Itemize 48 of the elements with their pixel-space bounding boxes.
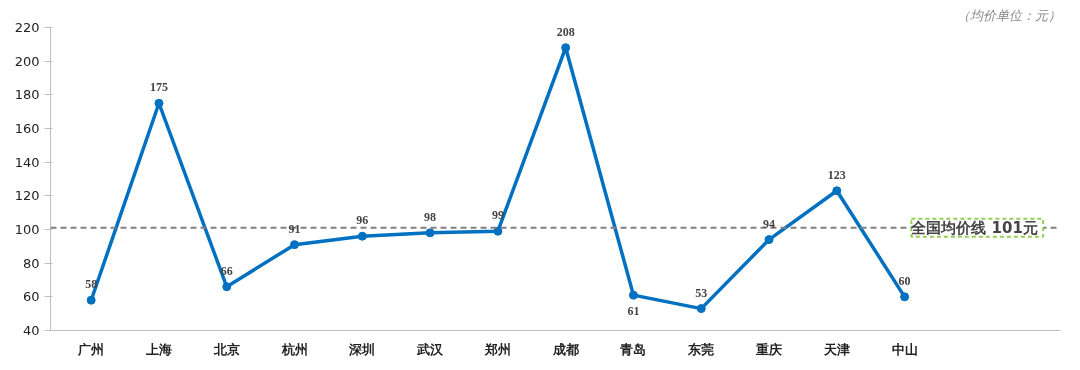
point <box>290 240 300 250</box>
x-tick-label: 深圳 <box>348 341 376 357</box>
point <box>425 228 435 238</box>
x-tick-label: 东莞 <box>687 341 715 357</box>
data-label: 208 <box>556 24 575 39</box>
y-tick-label: 140 <box>14 154 40 170</box>
data-label: 123 <box>827 167 846 182</box>
point <box>154 98 164 108</box>
y-tick-label: 220 <box>14 20 40 35</box>
x-tick-label: 青岛 <box>619 341 647 357</box>
point <box>696 304 706 314</box>
point <box>222 282 232 292</box>
x-tick-label: 上海 <box>144 341 172 357</box>
y-tick-label: 60 <box>22 289 40 305</box>
x-tick-label: 武汉 <box>416 341 445 357</box>
data-label: 94 <box>763 216 776 231</box>
y-tick-label: 160 <box>14 121 40 136</box>
x-tick-label: 杭州 <box>280 341 308 357</box>
x-tick-label: 重庆 <box>755 341 783 357</box>
data-label: 53 <box>695 285 708 300</box>
point <box>561 43 571 53</box>
text: （均价单位：元） <box>956 7 1061 23</box>
data-label: 60 <box>898 273 911 288</box>
data-label: 98 <box>424 209 437 224</box>
ref-line-label: 全国均价线 101元 <box>910 218 1038 237</box>
y-tick-label: 40 <box>22 323 40 338</box>
point <box>628 290 638 300</box>
data-label: 91 <box>288 221 301 236</box>
data-label: 61 <box>627 304 640 319</box>
point <box>493 226 503 236</box>
y-tick-label: 100 <box>14 222 40 237</box>
y-tick-label: 120 <box>14 188 40 204</box>
x-tick-label: 广州 <box>77 341 105 357</box>
x-tick-label: 成都 <box>551 341 579 357</box>
point <box>900 292 910 302</box>
data-label: 175 <box>149 80 168 95</box>
x-tick-label: 中山 <box>891 341 918 357</box>
data-label: 96 <box>356 213 369 228</box>
x-tick-label: 北京 <box>212 341 240 357</box>
point <box>764 235 774 245</box>
x-tick-label: 天津 <box>822 341 850 357</box>
y-tick-label: 200 <box>14 53 40 69</box>
y-tick-label: 180 <box>14 87 40 103</box>
x-tick-label: 郑州 <box>483 341 511 357</box>
y-tick-label: 80 <box>22 255 40 271</box>
point <box>86 295 96 305</box>
point <box>357 231 367 241</box>
point <box>832 186 842 196</box>
